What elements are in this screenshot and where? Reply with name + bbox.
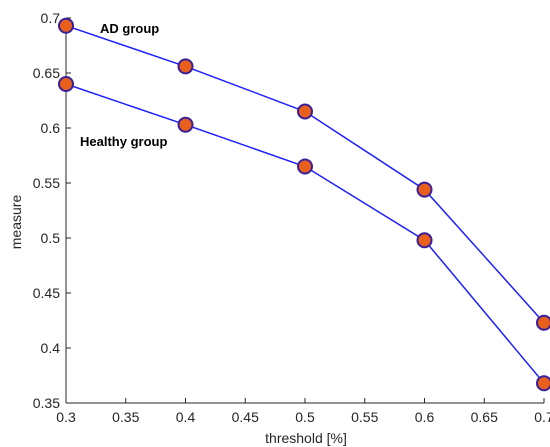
annotation-ad-group: AD group	[100, 21, 159, 36]
x-tick-label: 0.7	[534, 409, 550, 425]
data-point	[177, 116, 194, 133]
y-tick-label: 0.5	[41, 230, 61, 246]
y-tick-label: 0.6	[41, 120, 61, 136]
x-tick-label: 0.3	[56, 409, 76, 425]
y-axis-ticks: 0.35 0.4 0.45 0.5 0.55 0.6 0.65 0.7	[33, 10, 71, 411]
annotation-healthy-group: Healthy group	[80, 134, 167, 149]
x-tick-label: 0.55	[351, 409, 378, 425]
y-tick-label: 0.7	[41, 10, 61, 26]
x-tick-label: 0.65	[471, 409, 498, 425]
x-tick-label: 0.4	[176, 409, 196, 425]
data-point	[536, 314, 550, 331]
data-point	[58, 76, 74, 92]
data-point	[536, 375, 550, 392]
data-point	[177, 58, 194, 75]
series-line	[65, 83, 545, 384]
data-point	[416, 232, 433, 249]
x-axis-ticks: 0.3 0.35 0.4 0.45 0.5 0.55 0.6 0.65 0.7	[56, 398, 550, 425]
data-point	[58, 17, 74, 34]
x-tick-label: 0.5	[295, 409, 315, 425]
data-point	[297, 158, 313, 175]
y-tick-label: 0.65	[33, 65, 60, 81]
y-tick-label: 0.4	[41, 340, 61, 356]
data-point	[297, 103, 313, 120]
x-tick-label: 0.6	[415, 409, 435, 425]
x-tick-label: 0.45	[232, 409, 259, 425]
data-point	[416, 181, 433, 198]
y-tick-label: 0.55	[33, 175, 60, 191]
y-tick-label: 0.35	[33, 395, 60, 411]
series-lines	[65, 24, 545, 384]
y-tick-label: 0.45	[33, 285, 60, 301]
x-tick-label: 0.35	[112, 409, 139, 425]
x-axis-label: threshold [%]	[265, 430, 347, 446]
axes	[65, 18, 544, 404]
y-axis-label: measure	[8, 195, 24, 250]
series-points	[58, 17, 550, 392]
